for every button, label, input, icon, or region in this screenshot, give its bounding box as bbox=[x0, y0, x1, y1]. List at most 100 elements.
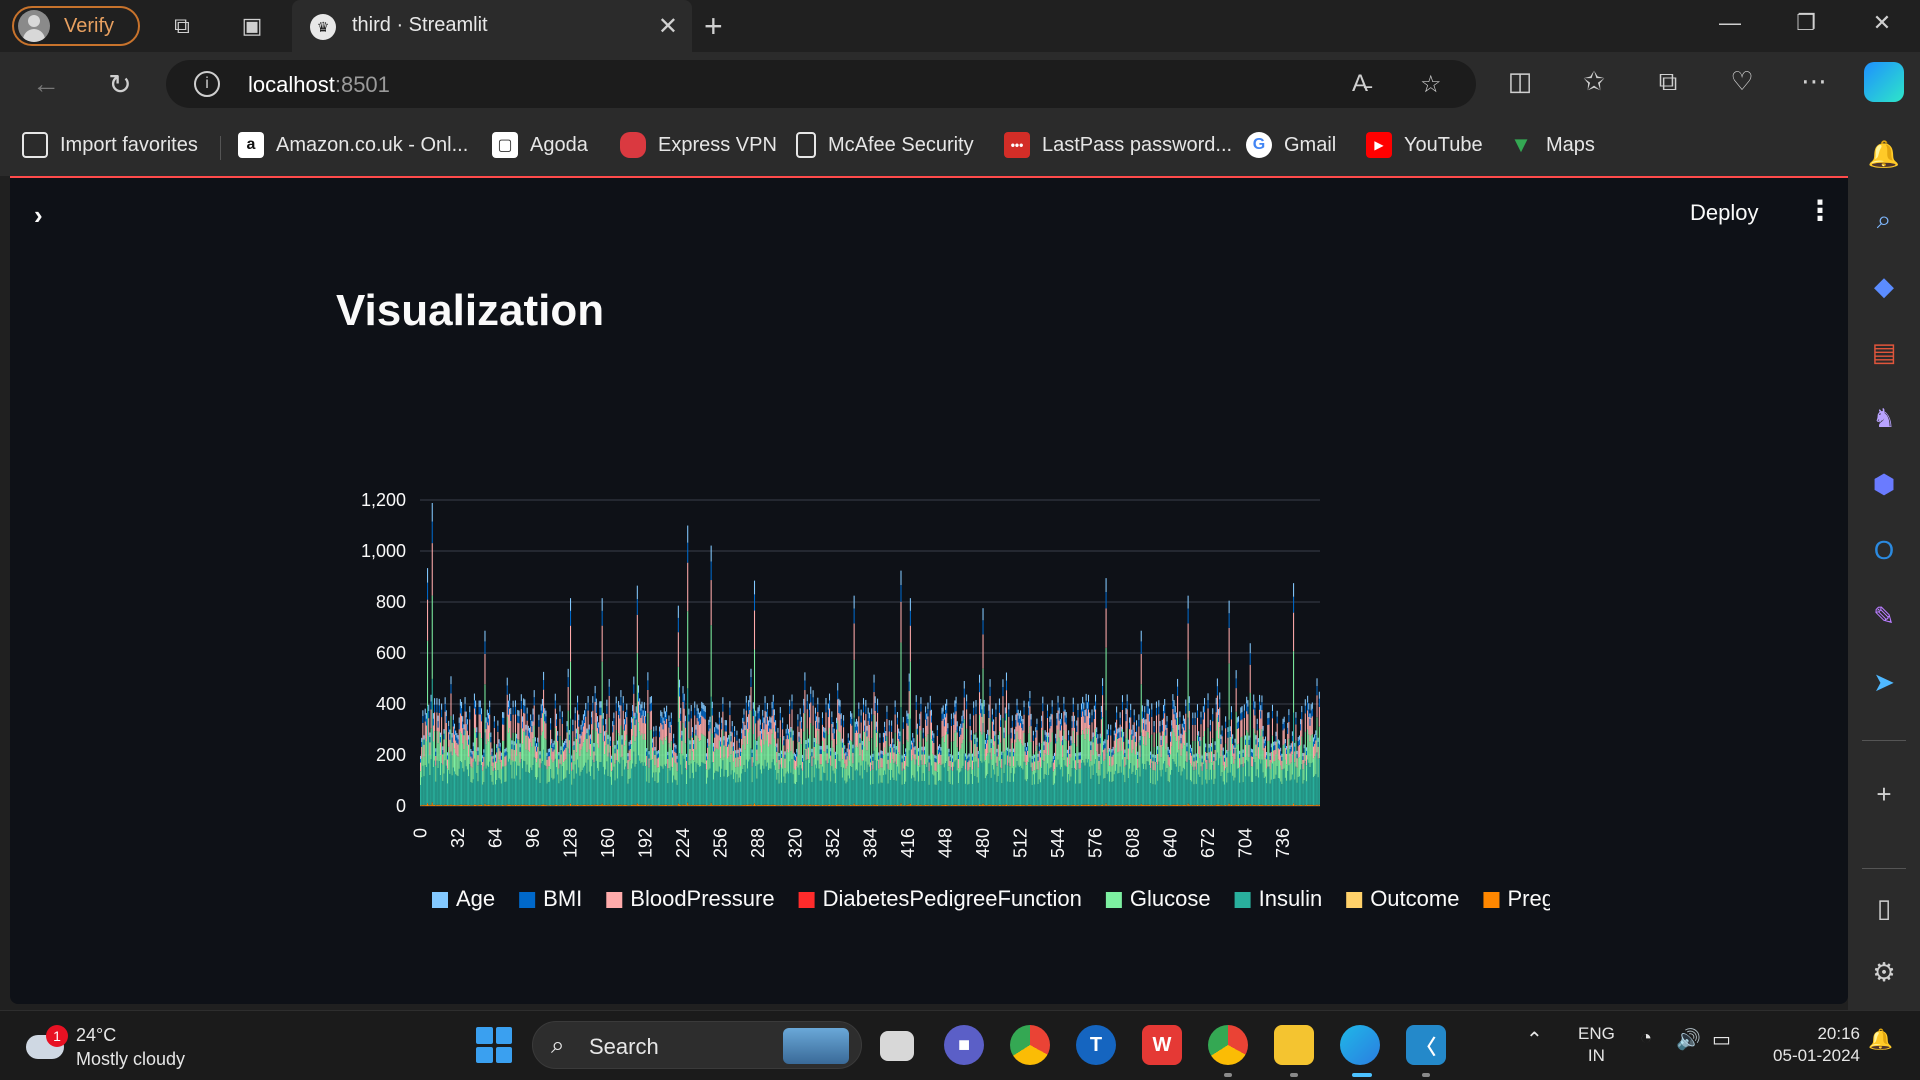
settings-gear-icon[interactable]: ⚙ bbox=[1872, 956, 1896, 987]
profile-button[interactable]: Verify bbox=[12, 6, 140, 46]
bar-segment bbox=[673, 733, 675, 739]
bookmark-lastpass[interactable]: ••• LastPass password... bbox=[1004, 130, 1232, 160]
bookmark-expressvpn[interactable]: Express VPN bbox=[620, 130, 777, 160]
sidebar-panel-icon[interactable]: ▯ bbox=[1876, 892, 1892, 923]
browser-essentials-icon[interactable]: ♡ bbox=[1730, 66, 1754, 96]
bookmark-amazon[interactable]: a Amazon.co.uk - Onl... bbox=[238, 130, 468, 160]
outlook-icon[interactable]: O bbox=[1873, 534, 1895, 565]
expand-sidebar-chevron-icon[interactable]: › bbox=[34, 200, 43, 230]
bar-segment bbox=[1079, 783, 1081, 806]
bar-segment bbox=[787, 773, 790, 806]
bar-segment bbox=[912, 732, 914, 738]
send-icon[interactable]: ➤ bbox=[1873, 666, 1895, 697]
bar-segment bbox=[689, 778, 691, 806]
collections-icon[interactable]: ⧉ bbox=[1658, 66, 1678, 96]
bar-segment bbox=[443, 729, 445, 734]
bookmark-mcafee[interactable]: McAfee Security bbox=[796, 130, 974, 160]
bar-segment bbox=[906, 739, 908, 766]
bar-segment bbox=[1133, 722, 1135, 739]
bar-segment bbox=[793, 759, 795, 769]
bar-segment bbox=[1128, 768, 1131, 805]
bar-segment bbox=[1053, 769, 1056, 784]
deploy-button[interactable]: Deploy bbox=[1690, 200, 1759, 225]
bar-segment bbox=[1015, 720, 1017, 727]
bar-segment bbox=[827, 762, 829, 805]
restore-icon[interactable]: ❐ bbox=[1796, 10, 1816, 35]
bar-segment bbox=[1008, 804, 1010, 806]
bar-segment bbox=[841, 747, 843, 760]
favorite-star-icon[interactable]: ☆ bbox=[1420, 71, 1442, 98]
main-menu-kebab-icon[interactable]: ⋮ bbox=[1806, 195, 1834, 226]
designer-icon[interactable]: ✎ bbox=[1873, 600, 1895, 631]
close-window-icon[interactable]: ✕ bbox=[1872, 10, 1892, 35]
bar-segment bbox=[983, 706, 985, 714]
back-arrow-icon[interactable]: ← bbox=[32, 68, 60, 99]
search-icon[interactable]: ⌕ bbox=[1876, 204, 1892, 234]
bar-segment bbox=[527, 805, 529, 806]
bar-segment bbox=[1113, 805, 1115, 806]
bar-segment bbox=[437, 768, 439, 805]
split-screen-icon[interactable]: ◫ bbox=[1507, 66, 1533, 96]
bar-segment bbox=[434, 704, 436, 713]
bar-segment bbox=[745, 710, 747, 730]
bar-segment bbox=[1031, 784, 1033, 806]
bar-segment bbox=[547, 766, 549, 783]
bar-segment bbox=[613, 766, 615, 805]
bar-segment bbox=[1063, 711, 1065, 731]
bar-segment bbox=[1103, 749, 1105, 761]
minimize-icon[interactable]: — bbox=[1719, 10, 1741, 35]
bar-segment bbox=[1021, 727, 1023, 744]
bar-segment bbox=[1017, 805, 1019, 806]
bar-segment bbox=[630, 768, 632, 805]
games-icon[interactable]: ♞ bbox=[1872, 402, 1896, 433]
bar-segment bbox=[1049, 743, 1051, 769]
vertical-tabs-icon[interactable]: ▣ bbox=[241, 13, 263, 38]
bar-segment bbox=[588, 735, 590, 750]
url-field[interactable]: i localhost:8501 A̵ ☆ bbox=[166, 60, 1476, 108]
bar-segment bbox=[1030, 742, 1032, 768]
bar-segment bbox=[811, 756, 813, 767]
bar-segment bbox=[1052, 784, 1054, 806]
bar-segment bbox=[933, 733, 935, 738]
add-icon[interactable]: + bbox=[1876, 778, 1892, 809]
bookmark-youtube[interactable]: ▶ YouTube bbox=[1366, 130, 1483, 160]
refresh-icon[interactable]: ↻ bbox=[108, 69, 132, 100]
bar-segment bbox=[771, 733, 773, 763]
bar-segment bbox=[684, 727, 686, 744]
bar-segment bbox=[989, 679, 991, 687]
bar-segment bbox=[510, 708, 512, 715]
bar-segment bbox=[859, 743, 861, 756]
bar-segment bbox=[724, 725, 726, 732]
read-aloud-icon[interactable]: A̵ bbox=[1352, 70, 1369, 97]
bar-segment bbox=[967, 758, 969, 763]
copilot-icon[interactable] bbox=[1864, 62, 1904, 102]
shopping-tag-icon[interactable]: ◆ bbox=[1874, 270, 1894, 301]
bar-segment bbox=[517, 765, 519, 805]
bar-segment bbox=[575, 738, 577, 753]
microsoft-365-icon[interactable]: ⬢ bbox=[1872, 468, 1896, 499]
workspaces-icon[interactable]: ⧉ bbox=[174, 13, 190, 38]
active-tab[interactable]: ♛ third · Streamlit ✕ bbox=[292, 0, 692, 52]
bookmark-maps[interactable]: ▼ Maps bbox=[1508, 130, 1595, 160]
notification-bell-icon[interactable]: 🔔 bbox=[1867, 138, 1901, 169]
info-icon[interactable]: i bbox=[194, 71, 220, 97]
bar-segment bbox=[457, 739, 459, 745]
bar-segment bbox=[579, 805, 581, 806]
bookmark-import-favorites[interactable]: Import favorites bbox=[22, 130, 198, 160]
bar-segment bbox=[732, 779, 734, 806]
bar-segment bbox=[850, 805, 852, 806]
bar-segment bbox=[528, 738, 531, 752]
bookmark-gmail[interactable]: G Gmail bbox=[1246, 130, 1336, 160]
bar-segment bbox=[616, 744, 618, 750]
bookmark-agoda[interactable]: ▢ Agoda bbox=[492, 130, 588, 160]
new-tab-button[interactable]: + bbox=[704, 8, 723, 44]
favorites-icon[interactable]: ✩ bbox=[1583, 66, 1605, 96]
bar-segment bbox=[956, 721, 958, 727]
bar-segment bbox=[577, 710, 579, 730]
bar-segment bbox=[472, 746, 474, 751]
tools-icon[interactable]: ▤ bbox=[1871, 336, 1897, 367]
more-menu-icon[interactable]: ⋯ bbox=[1801, 66, 1827, 96]
bar-segment bbox=[718, 711, 720, 718]
close-tab-icon[interactable]: ✕ bbox=[657, 13, 678, 40]
bar-segment bbox=[894, 804, 896, 806]
